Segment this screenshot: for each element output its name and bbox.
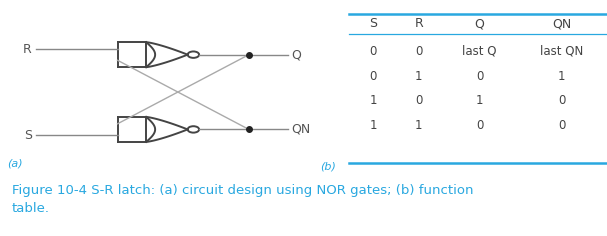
Text: 0: 0 — [558, 119, 565, 132]
Text: 0: 0 — [415, 94, 422, 107]
Text: 1: 1 — [415, 119, 422, 132]
Text: 1: 1 — [370, 119, 377, 132]
Text: 1: 1 — [476, 94, 483, 107]
Text: last Q: last Q — [463, 45, 497, 58]
Text: Q: Q — [291, 48, 301, 61]
Text: R: R — [415, 17, 423, 30]
Text: 0: 0 — [370, 45, 377, 58]
Text: 1: 1 — [415, 70, 422, 83]
Text: 0: 0 — [476, 70, 483, 83]
Text: 0: 0 — [370, 70, 377, 83]
Text: (a): (a) — [7, 158, 23, 169]
Text: 1: 1 — [370, 94, 377, 107]
Text: QN: QN — [291, 123, 311, 136]
Text: (b): (b) — [320, 161, 336, 171]
Text: 0: 0 — [476, 119, 483, 132]
Text: 1: 1 — [558, 70, 565, 83]
Text: QN: QN — [552, 17, 571, 30]
Text: Figure 10-4 S-R latch: (a) circuit design using NOR gates; (b) function
table.: Figure 10-4 S-R latch: (a) circuit desig… — [12, 184, 473, 215]
Text: Q: Q — [475, 17, 484, 30]
Text: S: S — [24, 129, 32, 142]
Text: R: R — [23, 42, 32, 55]
Text: 0: 0 — [415, 45, 422, 58]
Text: last QN: last QN — [540, 45, 583, 58]
Text: 0: 0 — [558, 94, 565, 107]
Text: S: S — [369, 17, 378, 30]
